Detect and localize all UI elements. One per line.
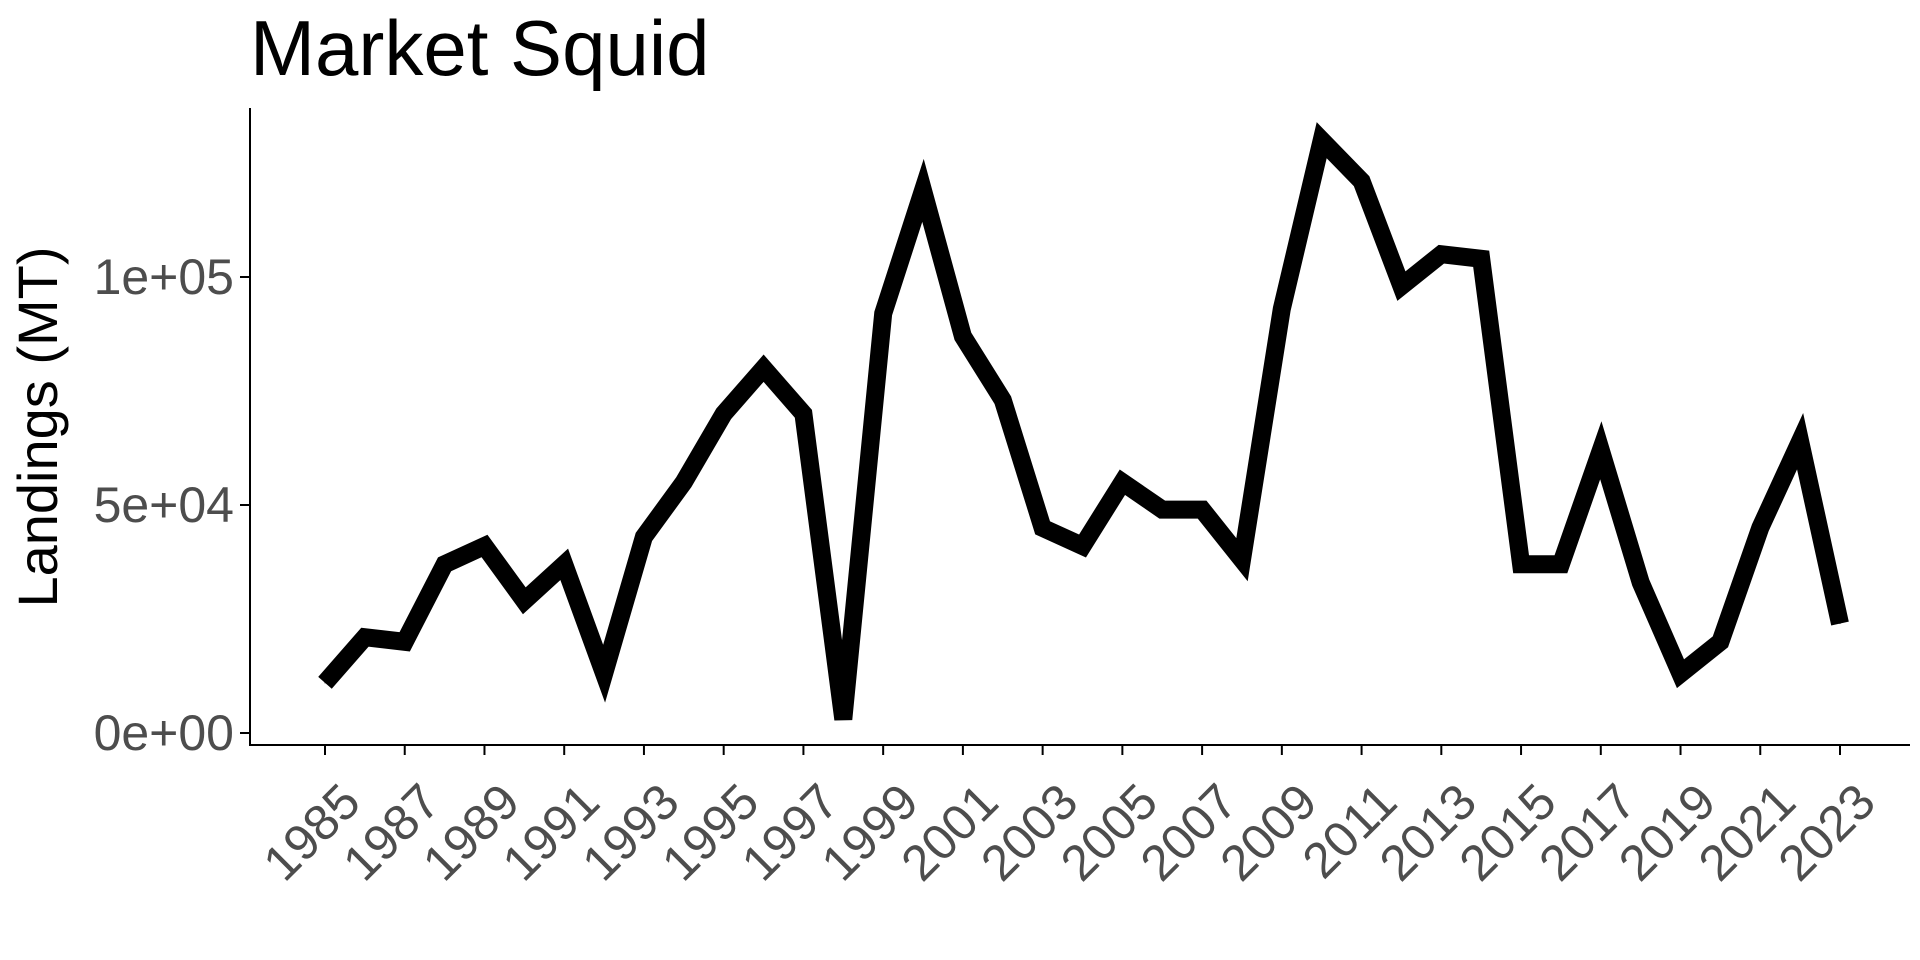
data-point: [1799, 440, 1801, 442]
data-point: [1241, 559, 1243, 561]
series-line: [318, 122, 1849, 721]
data-point: [523, 600, 525, 602]
data-point: [483, 545, 485, 547]
data-point: [763, 367, 765, 369]
data-point: [1640, 582, 1642, 584]
data-point: [404, 641, 406, 643]
data-point: [1042, 527, 1044, 529]
data-point: [1440, 253, 1442, 255]
data-point: [1002, 399, 1004, 401]
x-axis-ticks: 1985198719891991199319951997199920012003…: [253, 745, 1886, 891]
data-point: [1600, 449, 1602, 451]
y-tick-label: 1e+05: [94, 249, 234, 305]
data-point: [643, 536, 645, 538]
data-point: [364, 636, 366, 638]
data-point: [444, 563, 446, 565]
data-point: [842, 718, 844, 720]
y-tick-label: 5e+04: [94, 477, 234, 533]
data-point: [1839, 623, 1841, 625]
data-point: [1719, 641, 1721, 643]
data-point: [1121, 481, 1123, 483]
y-axis-ticks: 0e+00 5e+04 1e+05: [94, 249, 250, 761]
data-point: [1082, 545, 1083, 547]
data-point: [962, 335, 964, 337]
y-axis-label: Landings (MT): [6, 246, 69, 607]
data-point: [1361, 180, 1363, 182]
data-point: [324, 682, 326, 684]
chart-title: Market Squid: [250, 4, 710, 92]
data-point: [1520, 563, 1522, 565]
data-point: [683, 481, 685, 483]
data-point: [922, 189, 924, 191]
y-tick-label: 0e+00: [94, 705, 234, 761]
data-point: [1161, 509, 1163, 511]
data-point: [802, 413, 804, 415]
data-point: [1560, 563, 1562, 565]
data-point: [723, 413, 725, 415]
data-point: [1759, 527, 1761, 529]
data-point: [603, 673, 605, 675]
data-point: [882, 312, 884, 314]
data-point: [1201, 509, 1203, 511]
data-point: [1281, 308, 1283, 310]
data-point: [563, 563, 565, 565]
data-point: [1321, 139, 1323, 141]
data-point: [1480, 258, 1482, 260]
series-layer: [318, 122, 1849, 721]
data-point: [1400, 285, 1402, 287]
data-point: [1680, 673, 1682, 675]
